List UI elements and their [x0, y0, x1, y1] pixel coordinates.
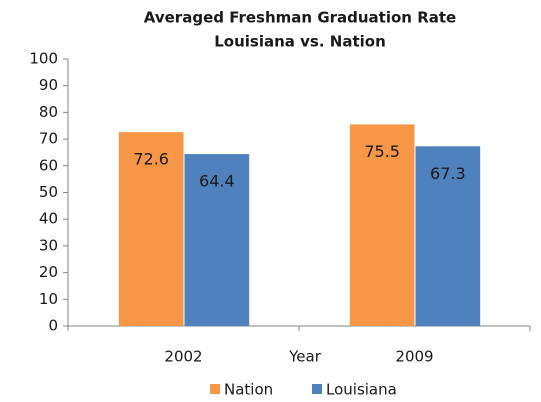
y-tick-label: 80 [39, 103, 58, 121]
y-tick-label: 70 [39, 130, 58, 148]
x-tick-label: 2009 [395, 348, 433, 366]
legend-swatch [210, 384, 220, 394]
y-tick-label: 30 [39, 236, 58, 254]
y-tick-label: 10 [39, 290, 58, 308]
bar [118, 132, 184, 326]
data-label: 64.4 [199, 172, 235, 191]
data-label: 67.3 [430, 164, 466, 183]
bar [349, 124, 415, 326]
y-tick-label: 50 [39, 183, 58, 201]
y-tick-label: 20 [39, 263, 58, 281]
legend-swatch [312, 384, 322, 394]
chart-title: Averaged Freshman Graduation Rate [144, 9, 456, 27]
legend-label: Louisiana [326, 381, 397, 399]
chart-subtitle: Louisiana vs. Nation [214, 33, 386, 51]
y-tick-label: 40 [39, 210, 58, 228]
y-tick-label: 60 [39, 156, 58, 174]
bar [184, 154, 250, 326]
legend-label: Nation [224, 381, 273, 399]
y-tick-label: 100 [29, 50, 58, 68]
data-label: 72.6 [133, 150, 169, 169]
x-tick-label: 2002 [164, 348, 202, 366]
data-label: 75.5 [364, 142, 400, 161]
y-tick-label: 90 [39, 76, 58, 94]
x-axis-label: Year [288, 348, 322, 366]
y-tick-label: 0 [48, 317, 58, 335]
bar [415, 146, 481, 326]
